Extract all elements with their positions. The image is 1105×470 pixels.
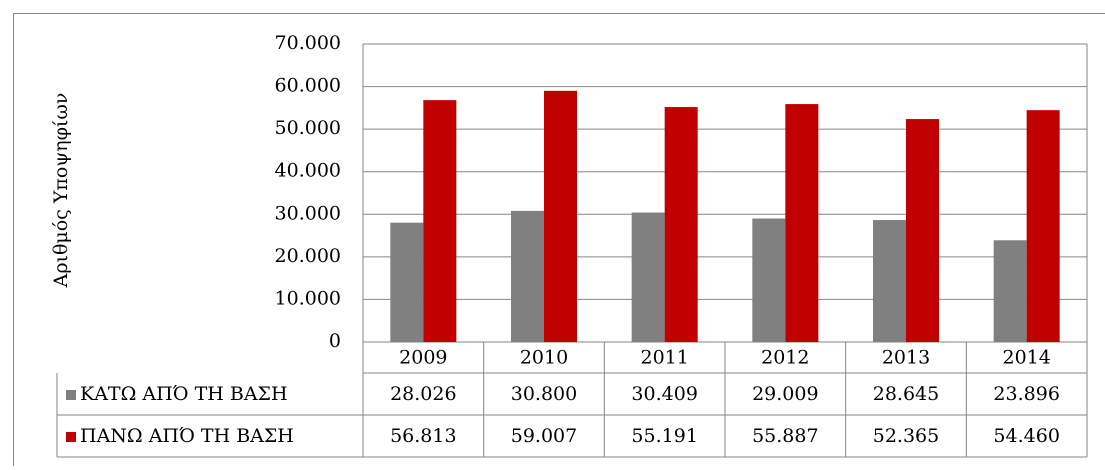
x-tick-label: 2011 (640, 347, 688, 369)
data-label: 28.026 (390, 383, 456, 405)
bar (1027, 110, 1060, 342)
bar (632, 213, 665, 342)
y-tick-label: 60.000 (275, 75, 341, 97)
bar (906, 119, 939, 342)
bar (665, 107, 698, 342)
x-tick-label: 2012 (761, 347, 809, 369)
data-label: 30.409 (631, 383, 697, 405)
bar (873, 220, 906, 342)
data-label: 52.365 (873, 425, 939, 447)
y-tick-label: 40.000 (275, 160, 341, 182)
data-label: 28.645 (873, 383, 939, 405)
data-label: 55.887 (752, 425, 818, 447)
x-tick-label: 2009 (399, 347, 447, 369)
data-label: 59.007 (511, 425, 577, 447)
legend-label: ΠΑΝΩ ΑΠΌ ΤΗ ΒΑΣΗ (80, 425, 294, 447)
legend-key (66, 390, 76, 400)
bar (423, 100, 456, 342)
y-tick-label: 30.000 (275, 202, 341, 224)
x-tick-label: 2014 (1002, 347, 1050, 369)
data-label: 29.009 (752, 383, 818, 405)
y-tick-label: 20.000 (275, 245, 341, 267)
legend-label: ΚΑΤΩ ΑΠΌ ΤΗ ΒΑΣΗ (80, 383, 288, 405)
y-tick-label: 0 (329, 330, 341, 352)
data-label: 56.813 (390, 425, 456, 447)
y-axis-title: Αριθμός Υποψηφίων (50, 93, 72, 289)
bar (511, 211, 544, 342)
x-tick-label: 2013 (882, 347, 930, 369)
bar (752, 219, 785, 342)
bar (785, 104, 818, 342)
y-tick-label: 10.000 (275, 287, 341, 309)
bar (544, 91, 577, 342)
data-label: 30.800 (511, 383, 577, 405)
bar (994, 240, 1027, 342)
x-tick-label: 2010 (520, 347, 568, 369)
data-label: 23.896 (993, 383, 1059, 405)
y-tick-label: 70.000 (275, 32, 341, 54)
bar (390, 223, 423, 342)
legend-key (66, 432, 76, 442)
y-tick-label: 50.000 (275, 117, 341, 139)
data-label: 55.191 (631, 425, 697, 447)
data-label: 54.460 (993, 425, 1059, 447)
